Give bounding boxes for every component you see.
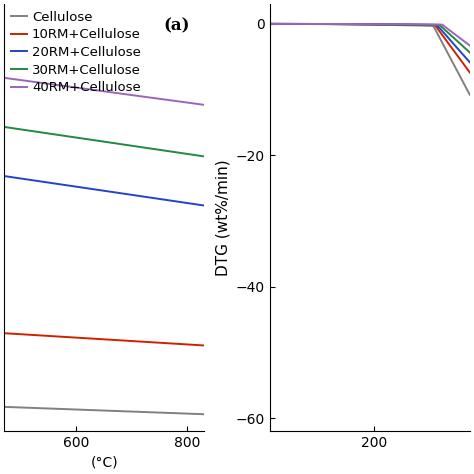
40RM+Cellulose (201, 102, 207, 108)
40RM+Cellulose (165, 97, 171, 103)
20RM+Cellulose (98, 187, 103, 193)
20RM+Cellulose (120, 191, 126, 196)
10RM+Cellulose (109, 337, 115, 343)
20RM+Cellulose (96, 187, 102, 193)
Legend: Cellulose, 10RM+Cellulose, 20RM+Cellulose, 30RM+Cellulose, 40RM+Cellulose: Cellulose, 10RM+Cellulose, 20RM+Cellulos… (11, 11, 141, 94)
40RM+Cellulose (109, 90, 115, 95)
Line: 30RM+Cellulose: 30RM+Cellulose (4, 127, 204, 156)
Line: 10RM+Cellulose: 10RM+Cellulose (4, 333, 204, 346)
20RM+Cellulose (165, 197, 171, 203)
Cellulose (201, 411, 207, 417)
10RM+Cellulose (96, 336, 102, 342)
Line: Cellulose: Cellulose (4, 407, 204, 414)
10RM+Cellulose (165, 340, 171, 346)
30RM+Cellulose (165, 148, 171, 154)
Line: 40RM+Cellulose: 40RM+Cellulose (4, 78, 204, 105)
10RM+Cellulose (201, 343, 207, 348)
30RM+Cellulose (196, 153, 202, 158)
X-axis label: (°C): (°C) (91, 456, 118, 470)
30RM+Cellulose (96, 138, 102, 144)
10RM+Cellulose (196, 342, 202, 348)
Cellulose (109, 408, 115, 414)
20RM+Cellulose (201, 203, 207, 209)
20RM+Cellulose (109, 189, 115, 195)
40RM+Cellulose (196, 101, 202, 107)
Cellulose (196, 411, 202, 417)
Cellulose (98, 408, 103, 413)
Cellulose (1, 404, 7, 410)
Y-axis label: DTG (wt%/min): DTG (wt%/min) (215, 159, 230, 276)
40RM+Cellulose (1, 75, 7, 81)
Cellulose (96, 408, 102, 413)
30RM+Cellulose (109, 140, 115, 146)
Line: 20RM+Cellulose: 20RM+Cellulose (4, 176, 204, 206)
10RM+Cellulose (1, 330, 7, 336)
20RM+Cellulose (196, 202, 202, 208)
20RM+Cellulose (1, 173, 7, 179)
40RM+Cellulose (98, 88, 103, 94)
Text: (a): (a) (164, 17, 190, 34)
10RM+Cellulose (120, 337, 126, 343)
Cellulose (120, 409, 126, 414)
30RM+Cellulose (120, 142, 126, 147)
30RM+Cellulose (1, 124, 7, 130)
40RM+Cellulose (96, 88, 102, 93)
Cellulose (165, 410, 171, 416)
40RM+Cellulose (120, 91, 126, 97)
10RM+Cellulose (98, 336, 103, 342)
30RM+Cellulose (98, 138, 103, 144)
30RM+Cellulose (201, 154, 207, 159)
